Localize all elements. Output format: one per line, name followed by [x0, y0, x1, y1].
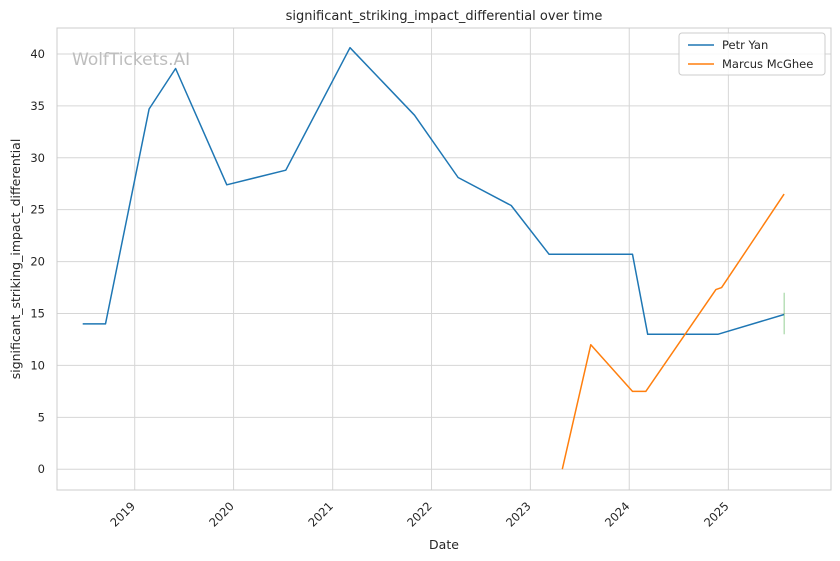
y-tick-label: 40: [30, 47, 45, 61]
series-line-marcus-mcghee: [561, 193, 785, 470]
y-tick-label: 30: [30, 151, 45, 165]
x-gridlines: [134, 28, 729, 490]
y-tick-label: 10: [30, 358, 45, 372]
legend: Petr Yan Marcus McGhee: [678, 32, 826, 76]
y-tick-label: 5: [38, 410, 45, 424]
legend-label-marcus-mcghee: Marcus McGhee: [722, 57, 813, 71]
y-tick-label: 20: [30, 255, 45, 269]
chart-title: significant_striking_impact_differential…: [286, 9, 603, 24]
legend-box: [678, 32, 826, 76]
y-tick-labels: 0 5 10 15 20 25 30 35 40: [30, 47, 45, 476]
series-line-petr-yan: [82, 46, 785, 336]
series-layer: [82, 46, 785, 470]
legend-label-petr-yan: Petr Yan: [722, 38, 768, 52]
watermark: WolfTickets.AI: [72, 50, 190, 70]
y-tick-label: 15: [30, 307, 45, 321]
y-tick-label: 0: [38, 462, 45, 476]
y-axis-label: significant_striking_impact_differential: [8, 139, 23, 380]
plot-area: [57, 28, 831, 490]
x-axis-label: Date: [429, 537, 459, 552]
y-tick-label: 25: [30, 203, 45, 217]
y-tick-label: 35: [30, 99, 45, 113]
plot-frame: [56, 27, 832, 491]
